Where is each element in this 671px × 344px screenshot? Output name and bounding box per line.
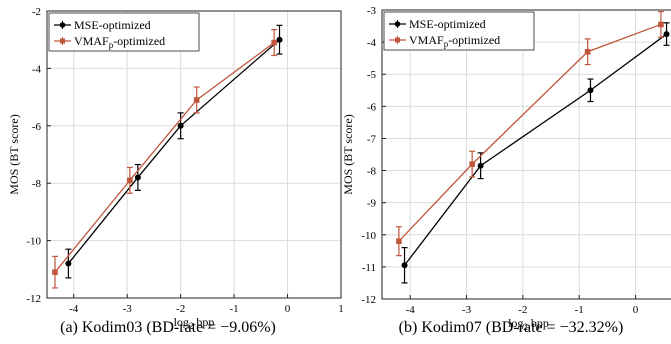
x-tick-label: -4 [406, 304, 416, 316]
data-point-mse [134, 174, 141, 181]
y-tick-label: -12 [26, 293, 41, 305]
legend-box [383, 11, 535, 51]
y-tick-label: -12 [361, 294, 376, 306]
y-tick-label: -11 [362, 262, 376, 274]
x-axis-label: log2 bpp [508, 316, 549, 332]
x-tick-label: -2 [176, 303, 185, 315]
data-point-vmafp [469, 161, 475, 167]
x-tick-label: -3 [123, 303, 133, 315]
data-point-vmafp [271, 39, 277, 46]
y-tick-label: -2 [32, 6, 41, 18]
y-tick-label: -8 [32, 178, 42, 190]
data-point-vmafp [658, 21, 664, 28]
panel-caption: (b) Kodim07 (BD-rate = −32.32%) [399, 319, 624, 336]
data-point-mse [177, 122, 184, 129]
data-point-vmafp [396, 238, 402, 244]
y-tick-label: -5 [367, 69, 377, 81]
y-tick-label: -8 [367, 166, 377, 178]
legend-marker-vmafp [60, 38, 65, 44]
series-line-vmafp [54, 42, 275, 273]
x-tick-label: -3 [462, 304, 472, 316]
legend-label: VMAFp-optimized [74, 34, 165, 50]
legend-label: MSE-optimized [74, 18, 151, 32]
y-tick-label: -10 [361, 230, 376, 242]
series-line-vmafp [398, 23, 662, 242]
y-tick-label: -10 [26, 236, 41, 248]
data-point-mse [276, 36, 283, 43]
legend-marker-vmafp [395, 37, 400, 43]
x-tick-label: -2 [518, 304, 527, 316]
x-tick-label: -1 [230, 303, 239, 315]
y-axis-label: MOS (BT score) [341, 114, 355, 194]
y-axis-label: MOS (BT score) [7, 114, 21, 194]
data-point-vmafp [52, 269, 58, 275]
plot-frame [46, 10, 342, 299]
legend-marker-mse [394, 21, 401, 27]
x-tick-label: -1 [575, 304, 584, 316]
y-tick-label: -9 [367, 198, 377, 210]
data-point-mse [477, 162, 484, 169]
y-tick-label: -4 [32, 63, 42, 75]
y-tick-label: -4 [367, 37, 377, 49]
x-tick-label: 0 [633, 304, 639, 316]
x-tick-label: 1 [338, 303, 344, 315]
y-tick-label: -6 [367, 101, 377, 113]
plot-area [47, 11, 341, 298]
data-point-vmafp [584, 48, 591, 55]
data-point-vmafp [127, 177, 133, 184]
legend-label: VMAFp-optimized [409, 33, 500, 49]
data-point-mse [587, 87, 594, 94]
series-line-mse [67, 39, 280, 264]
x-tick-label: -4 [69, 303, 79, 315]
legend-box [48, 12, 200, 52]
panel-caption: (a) Kodim03 (BD-rate = −9.06%) [60, 319, 276, 336]
data-point-mse [401, 262, 408, 269]
data-point-mse [663, 31, 670, 38]
y-tick-label: -3 [367, 5, 377, 17]
plot-area [382, 10, 671, 299]
legend-marker-mse [59, 22, 66, 28]
plot-frame [381, 9, 671, 300]
series-line-mse [404, 33, 667, 266]
x-tick-label: 0 [285, 303, 291, 315]
data-point-mse [65, 260, 72, 267]
x-axis-label: log2 bpp [174, 315, 215, 331]
data-point-vmafp [193, 97, 200, 103]
legend-label: MSE-optimized [409, 17, 486, 31]
y-tick-label: -6 [32, 121, 42, 133]
y-tick-label: -7 [367, 133, 377, 145]
